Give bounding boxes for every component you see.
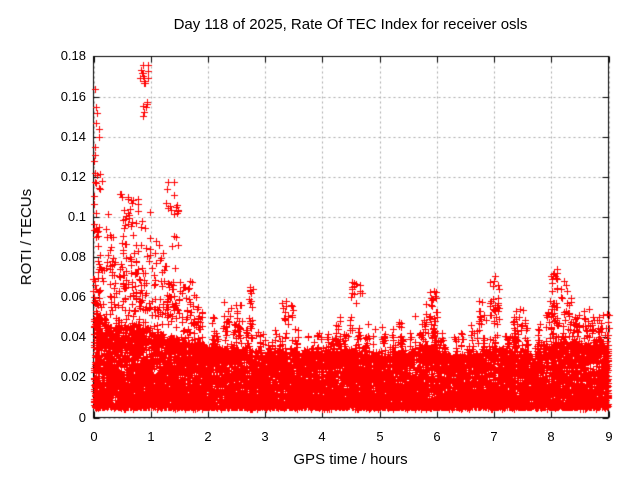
x-tick-label: 1 <box>147 429 155 444</box>
x-tick-label: 0 <box>90 429 98 444</box>
x-axis-title: GPS time / hours <box>293 451 408 468</box>
y-tick-label: 0.04 <box>60 329 86 344</box>
y-tick-label: 0.16 <box>60 89 86 104</box>
y-tick-label: 0.18 <box>60 48 86 63</box>
y-tick-label: 0.08 <box>60 249 86 264</box>
y-tick-label: 0 <box>78 410 86 425</box>
x-tick-label: 3 <box>261 429 269 444</box>
x-tick-label: 8 <box>547 429 555 444</box>
y-tick-label: 0.14 <box>60 129 86 144</box>
x-tick-label: 6 <box>433 429 441 444</box>
x-tick-label: 9 <box>605 429 613 444</box>
x-tick-label: 4 <box>318 429 326 444</box>
y-tick-label: 0.12 <box>60 169 86 184</box>
y-axis-title: ROTI / TECUs <box>18 188 35 286</box>
y-tick-label: 0.1 <box>67 209 86 224</box>
y-tick-label: 0.02 <box>60 369 86 384</box>
x-tick-label: 7 <box>490 429 498 444</box>
y-tick-label: 0.06 <box>60 289 86 304</box>
x-tick-label: 5 <box>376 429 384 444</box>
chart-title: Day 118 of 2025, Rate Of TEC Index for r… <box>173 16 528 33</box>
x-tick-label: 2 <box>204 429 212 444</box>
